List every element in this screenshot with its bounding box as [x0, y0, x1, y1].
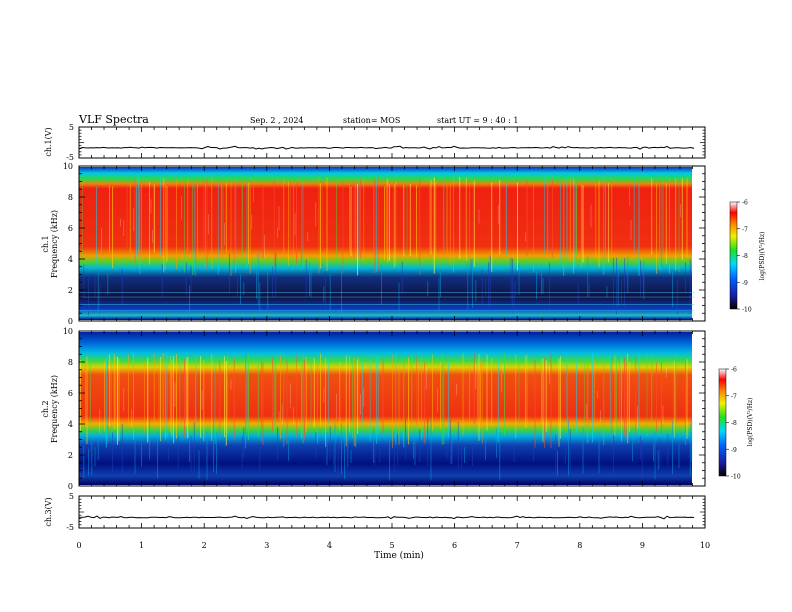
figure-title: VLF Spectra: [78, 113, 149, 126]
x-tick-label: 4: [327, 541, 332, 550]
ch1-colorbar-ticks: -6 -7 -8 -9 -10: [737, 200, 752, 314]
freq-tick-label: 2: [68, 451, 73, 460]
x-tick-label: 6: [452, 541, 457, 550]
date-label: Sep. 2 , 2024: [250, 116, 304, 125]
x-tick-label: 7: [515, 541, 520, 550]
ch1-colorbar: -6 -7 -8 -9 -10 log(PSD)(V²/Hz): [729, 200, 766, 314]
freq-tick-label: 8: [68, 193, 73, 202]
ch3-waveform-ylabel: ch.3(V): [44, 497, 53, 526]
freq-tick-label: 4: [68, 255, 73, 264]
freq-tick-label: 2: [68, 286, 73, 295]
x-tick-label: 10: [700, 541, 710, 550]
colorbar-tick-label: -6: [742, 200, 748, 207]
colorbar-tick-label: -8: [731, 420, 737, 427]
colorbar-tick-label: -9: [731, 447, 737, 454]
freq-tick-label: 8: [68, 358, 73, 367]
freq-tick-label: 6: [68, 224, 73, 233]
time-axis-tick-labels: 0 1 2 3 4 5 6 7 8 9 10: [76, 541, 710, 550]
freq-tick-label: 0: [68, 482, 73, 491]
ch1-ytick-top: 5: [69, 123, 74, 132]
ch3-waveform-minor-ticks: [79, 495, 705, 529]
colorbar-tick-label: -6: [731, 367, 737, 374]
x-tick-label: 9: [640, 541, 645, 550]
freq-tick-label: 4: [68, 420, 73, 429]
freq-tick-label: 6: [68, 389, 73, 398]
colorbar-tick-label: -10: [742, 307, 752, 314]
freq-tick-label: 10: [63, 162, 73, 171]
ch1-waveform-line: [78, 145, 695, 150]
colorbar-tick-label: -7: [731, 393, 737, 400]
ch1-colorbar-label: log(PSD)(V²/Hz): [759, 232, 766, 281]
ch3-waveform-line: [78, 515, 695, 520]
start-time-label: start UT = 9 : 40 : 1: [437, 116, 518, 125]
x-tick-label: 8: [577, 541, 582, 550]
ch1-spectrogram-image: [79, 167, 692, 320]
colorbar-tick-label: -7: [742, 226, 748, 233]
freq-tick-label: 0: [68, 317, 73, 326]
ch3-waveform-panel: 5 -5 ch.3(V): [44, 492, 706, 532]
ch1-waveform-ylabel: ch.1(V): [44, 127, 53, 156]
ch2-spectrogram-channel-label: ch.2: [41, 400, 50, 417]
time-axis-label: Time (min): [374, 550, 424, 561]
x-tick-label: 0: [76, 541, 81, 550]
ch2-spectrogram-image: [79, 332, 692, 485]
ch2-colorbar-ticks: -6 -7 -8 -9 -10: [726, 367, 741, 481]
ch1-colorbar-scale: [729, 201, 738, 310]
ch2-freq-axis-label: Frequency (kHz): [50, 375, 59, 443]
x-tick-label: 3: [264, 541, 269, 550]
ch2-colorbar-scale: [718, 368, 727, 477]
ch3-ytick-top: 5: [69, 492, 74, 501]
ch3-ytick-bottom: -5: [66, 523, 74, 532]
colorbar-tick-label: -10: [731, 474, 741, 481]
x-tick-label: 1: [139, 541, 144, 550]
ch1-spectrogram-streaks: [78, 177, 695, 316]
freq-tick-label: 10: [63, 327, 73, 336]
x-tick-label: 5: [389, 541, 394, 550]
ch1-freq-ticks: 0 2 4 6 8 10: [63, 162, 705, 326]
time-axis-ticks: [78, 127, 706, 528]
ch1-waveform-minor-ticks: [79, 126, 705, 159]
ch2-colorbar: -6 -7 -8 -9 -10 log(PSD)(V²/Hz): [718, 367, 754, 481]
ch1-spectrogram-channel-label: ch.1: [41, 235, 50, 252]
ch1-spectrogram-panel: 0 2 4 6 8 10 ch.1 Frequency (kHz): [41, 162, 706, 326]
ch1-ytick-bottom: -5: [66, 153, 74, 162]
x-tick-label: 2: [202, 541, 207, 550]
ch2-spectrogram-streaks: [78, 352, 693, 481]
ch2-spectrogram-panel: 0 2 4 6 8 10 ch.2 Frequency (kHz): [41, 327, 706, 491]
ch1-freq-axis-label: Frequency (kHz): [50, 210, 59, 278]
station-label: station= MOS: [343, 116, 400, 125]
ch2-colorbar-label: log(PSD)(V²/Hz): [747, 398, 754, 447]
colorbar-tick-label: -9: [742, 280, 748, 287]
colorbar-tick-label: -8: [742, 253, 748, 260]
ch1-waveform-panel: 5 -5 ch.1(V): [44, 123, 706, 162]
ch2-freq-ticks: 0 2 4 6 8 10: [63, 327, 705, 491]
